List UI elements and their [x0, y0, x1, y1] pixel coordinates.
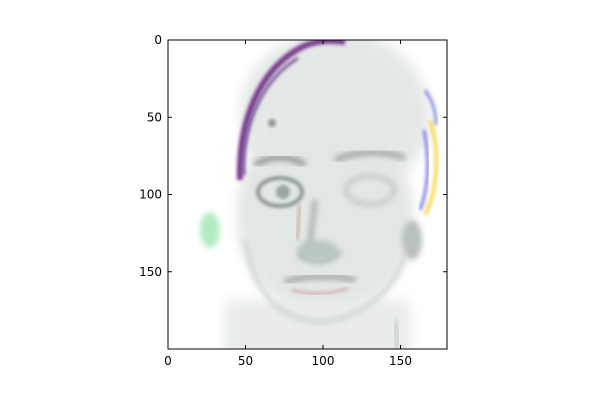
y-tick-label: 50 [147, 110, 162, 124]
x-tick-label: 100 [312, 354, 335, 368]
y-tick-label: 100 [139, 188, 162, 202]
y-tick-label: 150 [139, 265, 162, 279]
x-axis-ticks: 0 50 100 150 [164, 40, 412, 368]
x-tick-label: 50 [238, 354, 253, 368]
y-tick-label: 0 [154, 33, 162, 47]
x-tick-label: 150 [389, 354, 412, 368]
image-axes: 0 50 100 150 0 50 100 150 [139, 33, 448, 368]
y-axis-ticks: 0 50 100 150 [139, 33, 447, 279]
x-tick-label: 0 [164, 354, 172, 368]
face-image [168, 40, 447, 349]
